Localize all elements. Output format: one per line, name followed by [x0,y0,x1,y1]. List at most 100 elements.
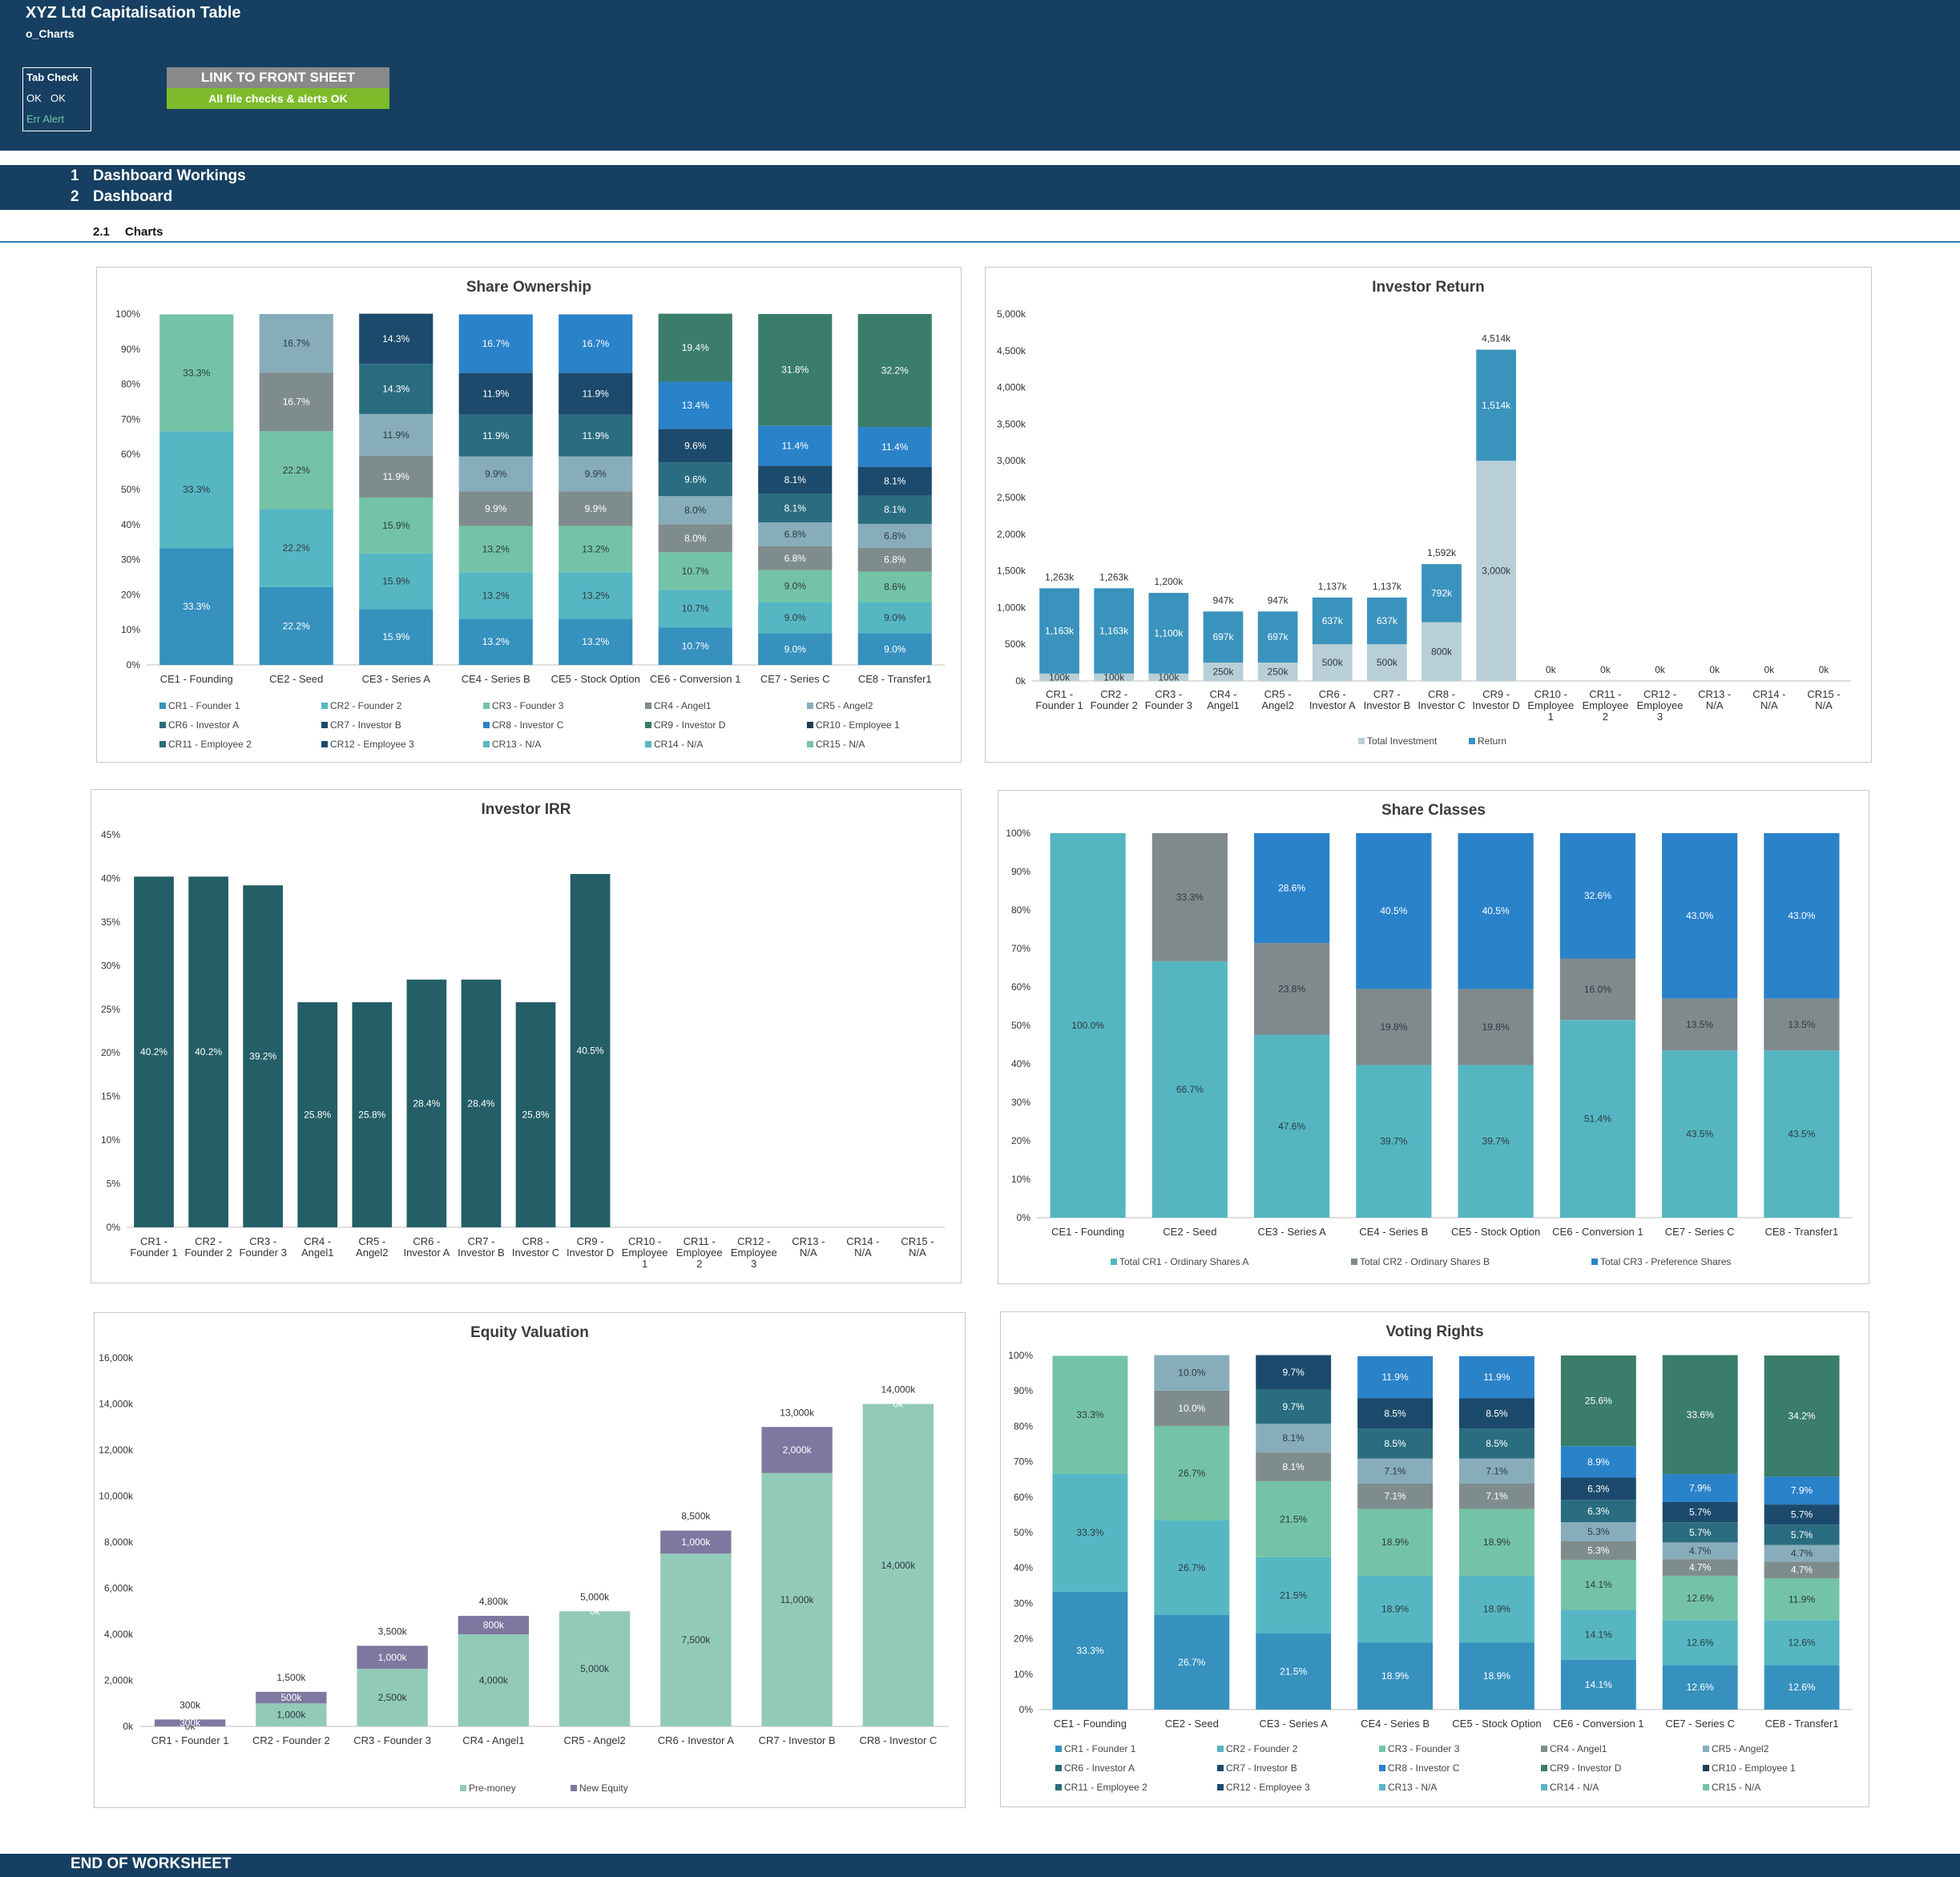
bar-segment[interactable] [1560,1659,1636,1710]
bar-segment[interactable] [758,465,833,494]
bar-pre-money[interactable] [761,1472,833,1726]
bar-segment[interactable] [1154,1355,1230,1391]
bar-segment[interactable] [1254,943,1330,1035]
bar-segment[interactable] [1151,961,1228,1218]
bar-segment[interactable] [1458,1428,1535,1459]
legend-entry[interactable]: Total Investment [1367,735,1438,747]
bar-segment[interactable] [758,425,833,466]
bar-segment[interactable] [1458,833,1534,989]
bar-segment[interactable] [1357,1428,1434,1459]
bar-segment[interactable] [559,526,633,573]
bar-segment[interactable] [1357,1508,1434,1576]
bar-segment[interactable] [658,313,732,382]
bar-segment[interactable] [359,609,434,665]
bar-segment[interactable] [758,570,833,602]
legend-entry[interactable]: CR14 - N/A [654,739,703,750]
legend-entry[interactable]: Total CR3 - Preference Shares [1600,1256,1731,1267]
bar-segment[interactable] [857,427,932,467]
bar-segment[interactable] [1764,1355,1840,1477]
bar-segment[interactable] [658,429,732,463]
bar-segment[interactable] [559,572,633,619]
bar-segment[interactable] [658,552,732,590]
bar-total-investment[interactable] [1148,673,1189,681]
bar-segment[interactable] [1256,1424,1332,1453]
bar-segment[interactable] [359,364,434,414]
bar-pre-money[interactable] [862,1404,934,1727]
bar-segment[interactable] [1560,1500,1636,1523]
bar-segment[interactable] [758,546,833,570]
bar-segment[interactable] [1356,833,1432,989]
bar-segment[interactable] [159,548,234,665]
bar-segment[interactable] [1151,833,1228,961]
legend-entry[interactable]: CR5 - Angel2 [1712,1743,1769,1754]
bar-segment[interactable] [758,314,833,426]
bar-segment[interactable] [1662,1620,1738,1666]
bar-segment[interactable] [1458,1355,1535,1399]
bar-segment[interactable] [259,373,333,432]
bar-segment[interactable] [1356,1065,1432,1218]
legend-entry[interactable]: Total CR2 - Ordinary Shares B [1360,1256,1490,1267]
legend-entry[interactable]: CR12 - Employee 3 [1226,1782,1310,1793]
bar-segment[interactable] [559,414,633,457]
bar-segment[interactable] [1662,833,1738,999]
bar-segment[interactable] [758,633,833,665]
bar-segment[interactable] [1357,1575,1434,1643]
bar-segment[interactable] [1357,1642,1434,1710]
investor-return-chart[interactable]: Investor Return 0k 500k 1,000k 1,500k 2,000k 2… [985,267,1872,763]
bar-segment[interactable] [458,456,533,492]
legend-entry[interactable]: CR2 - Founder 2 [330,700,402,711]
bar-total-investment[interactable] [1039,673,1079,681]
bar-segment[interactable] [1764,1525,1840,1545]
bar-segment[interactable] [1458,1398,1535,1429]
bar-segment[interactable] [259,509,333,587]
bar-irr[interactable] [570,874,611,1227]
bar-new-equity[interactable] [458,1616,530,1634]
legend-entry[interactable]: CR1 - Founder 1 [1064,1743,1136,1754]
section-dashboard[interactable]: 2 Dashboard [71,188,172,206]
bar-return[interactable] [1148,593,1189,674]
bar-total-investment[interactable] [1094,673,1135,681]
bar-segment[interactable] [1560,1560,1636,1610]
legend-entry[interactable]: Total CR1 - Ordinary Shares A [1119,1256,1248,1267]
bar-segment[interactable] [1357,1484,1434,1509]
bar-total-investment[interactable] [1312,644,1353,681]
share-ownership-chart[interactable]: Share Ownership 0% 10% 20% 30% 40% 50% 60% 70% 80… [96,267,962,763]
bar-segment[interactable] [1559,1020,1635,1218]
bar-segment[interactable] [1154,1390,1230,1426]
legend-entry[interactable]: CR15 - N/A [816,739,865,750]
bar-segment[interactable] [758,602,833,634]
legend-entry[interactable]: CR11 - Employee 2 [168,739,252,750]
bar-segment[interactable] [1256,1633,1332,1710]
bar-segment[interactable] [1357,1458,1434,1484]
legend-entry[interactable]: CR1 - Founder 1 [168,700,240,711]
legend-entry[interactable]: CR3 - Founder 3 [492,700,564,711]
bar-return[interactable] [1203,611,1244,663]
legend-entry[interactable]: CR10 - Employee 1 [816,719,900,731]
bar-segment[interactable] [458,373,533,415]
bar-segment[interactable] [1662,1665,1738,1710]
bar-return[interactable] [1476,349,1517,461]
bar-segment[interactable] [1560,1477,1636,1500]
bar-return[interactable] [1257,611,1298,663]
legend-entry[interactable]: CR8 - Investor C [492,719,564,731]
legend-entry[interactable]: CR11 - Employee 2 [1064,1782,1147,1793]
bar-segment[interactable] [458,491,533,526]
bar-irr[interactable] [134,876,174,1227]
bar-segment[interactable] [857,466,932,496]
bar-segment[interactable] [857,633,932,665]
bar-segment[interactable] [1662,1522,1738,1543]
bar-segment[interactable] [1764,1561,1840,1579]
bar-segment[interactable] [1662,1501,1738,1523]
bar-segment[interactable] [1559,833,1635,959]
bar-segment[interactable] [1662,1355,1738,1475]
bar-segment[interactable] [559,456,633,492]
bar-segment[interactable] [1458,1458,1535,1484]
bar-irr[interactable] [461,979,502,1227]
bar-segment[interactable] [1458,1642,1535,1710]
bar-segment[interactable] [857,547,932,572]
bar-segment[interactable] [1256,1557,1332,1633]
bar-segment[interactable] [1458,989,1534,1065]
legend-entry[interactable]: CR5 - Angel2 [816,700,873,711]
bar-segment[interactable] [1256,1452,1332,1481]
legend-entry[interactable]: CR15 - N/A [1712,1782,1760,1793]
